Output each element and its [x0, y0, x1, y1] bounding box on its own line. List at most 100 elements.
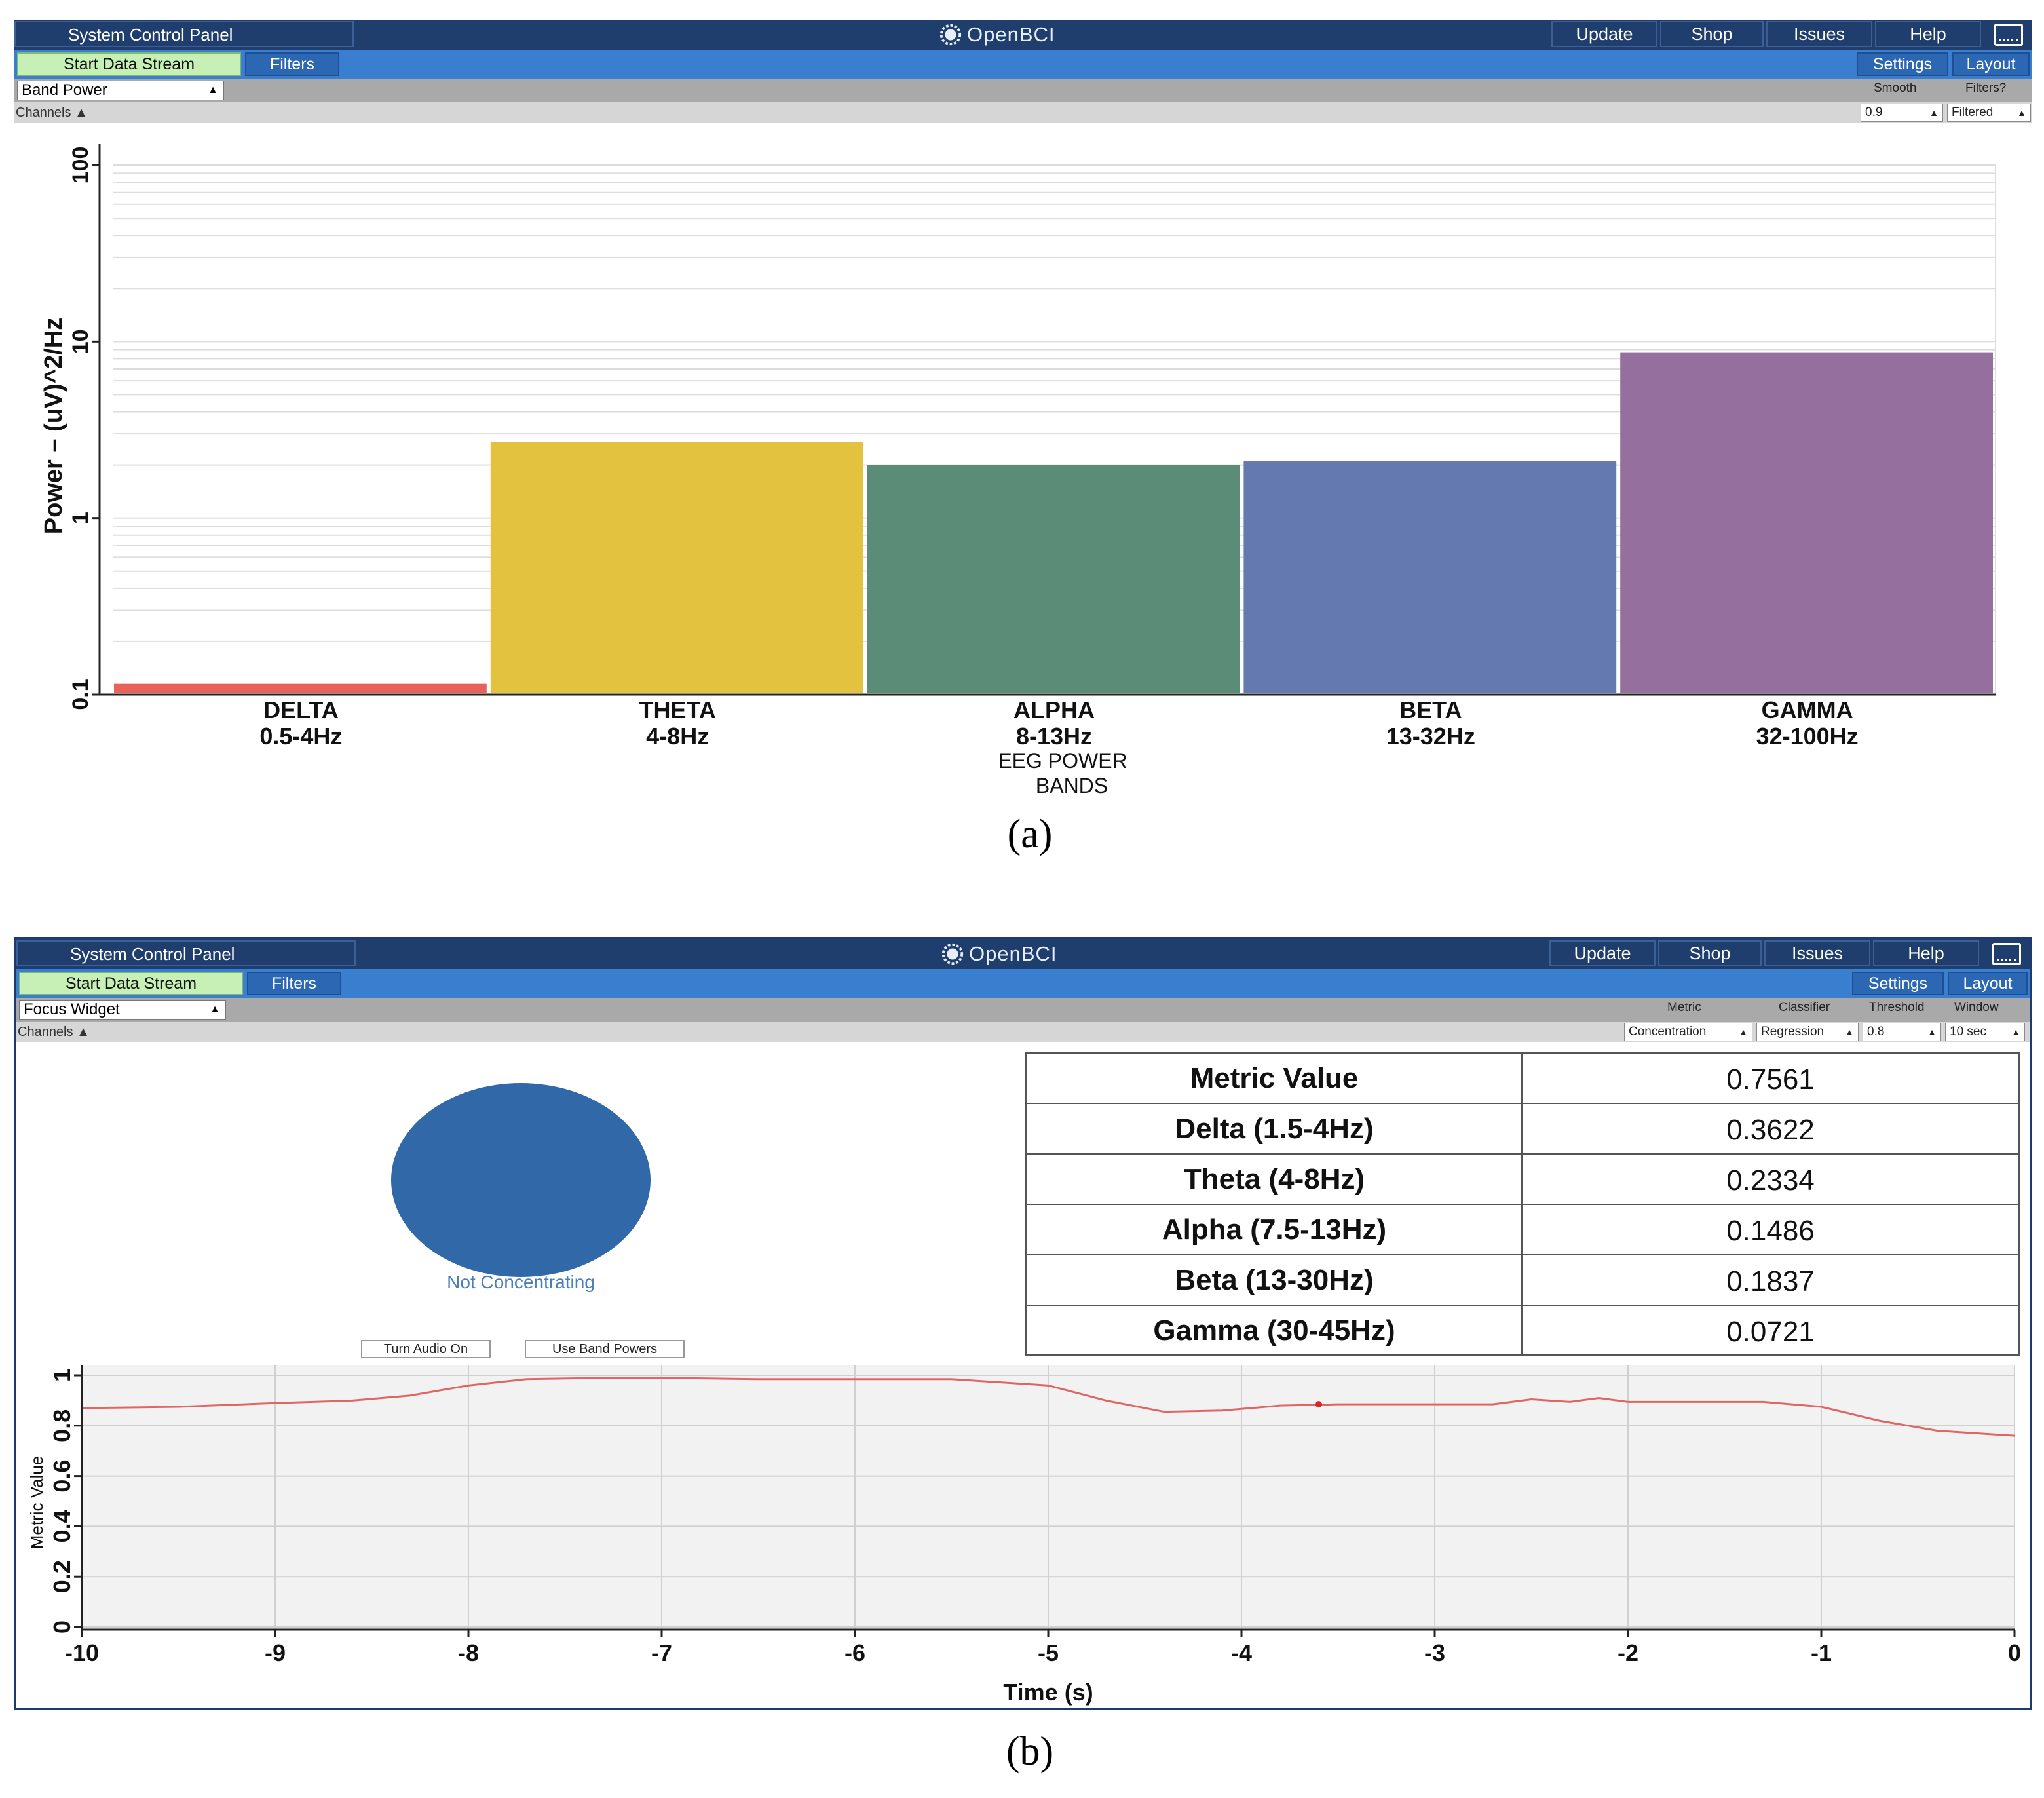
- y-tick-label: 100: [68, 147, 93, 184]
- x-tick-label-name: GAMMA: [1762, 697, 1853, 723]
- dropdown-caret-icon: ▲: [1927, 1027, 1937, 1037]
- use-band-powers-button[interactable]: Use Band Powers: [525, 1340, 685, 1358]
- widget-selector[interactable]: Band Power ▲: [17, 81, 224, 100]
- x-axis-label: Time (s): [1003, 1679, 1093, 1706]
- help-button[interactable]: Help: [1875, 21, 1981, 47]
- settings-button[interactable]: Settings: [1857, 52, 1948, 76]
- y-tick-label: 0: [48, 1620, 75, 1634]
- focus-status-text: Not Concentrating: [447, 1272, 595, 1292]
- metric-name-cell: Alpha (7.5-13Hz): [1027, 1205, 1523, 1254]
- metric-name-cell: Delta (1.5-4Hz): [1027, 1104, 1523, 1153]
- smooth-dropdown[interactable]: 0.9 ▲: [1861, 104, 1943, 122]
- metric-time-series-chart: 00.20.40.60.81 -10 -9 -8 -7 -6 -5 -4 -3 -2 -1 0 Me…: [27, 1365, 2021, 1706]
- x-tick-label: -6: [844, 1639, 865, 1666]
- dropdown-caret-icon: ▲: [2011, 1027, 2020, 1037]
- window-dropdown[interactable]: 10 sec ▲: [1945, 1023, 2025, 1041]
- widget-selector-label: Band Power: [22, 81, 107, 99]
- window-label: Window: [1954, 1001, 1999, 1014]
- x-tick-label: -3: [1424, 1639, 1445, 1666]
- filters-button[interactable]: Filters: [245, 52, 339, 76]
- dropdown-caret-icon: ▲: [210, 1004, 220, 1015]
- openbci-gear-icon: [941, 943, 964, 965]
- caret-up-icon: ▲: [77, 1025, 90, 1039]
- x-tick-label-name: THETA: [639, 697, 716, 723]
- metric-name-cell: Metric Value: [1027, 1054, 1523, 1103]
- x-tick-label: -7: [651, 1639, 672, 1666]
- metric-trace: [81, 1377, 2015, 1437]
- issues-button[interactable]: Issues: [1766, 21, 1872, 47]
- logo-text: OpenBCI: [969, 942, 1057, 965]
- bar-alpha: [867, 465, 1240, 693]
- channels-toggle[interactable]: Channels ▲: [18, 1025, 90, 1040]
- widget-header: Focus Widget ▲ Metric Classifier Thresho…: [16, 998, 2030, 1022]
- table-row: Beta (13-30Hz) 0.1837: [1027, 1255, 2018, 1306]
- metric-name-cell: Theta (4-8Hz): [1027, 1155, 1523, 1204]
- channel-bar: Channels ▲ 0.9 ▲ Filtered ▲: [14, 102, 2032, 123]
- widget-selector-label: Focus Widget: [24, 1001, 120, 1018]
- metric-label: Metric: [1667, 1001, 1701, 1014]
- issues-button[interactable]: Issues: [1764, 940, 1870, 966]
- classifier-label: Classifier: [1779, 1001, 1830, 1014]
- x-tick-label: -8: [458, 1639, 479, 1666]
- top-bar: System Control Panel OpenBCI Update Shop…: [16, 939, 2030, 969]
- filters-button[interactable]: Filters: [247, 972, 341, 995]
- metric-value-cell: 0.1486: [1726, 1215, 1815, 1247]
- widget-selector[interactable]: Focus Widget ▲: [19, 1000, 226, 1020]
- y-tick-label: 1: [48, 1369, 75, 1382]
- window-mode-icon[interactable]: [1992, 943, 2021, 965]
- threshold-dropdown[interactable]: 0.8 ▲: [1863, 1023, 1941, 1041]
- metric-value-cell: 0.2334: [1726, 1164, 1815, 1196]
- metric-dropdown[interactable]: Concentration ▲: [1624, 1023, 1752, 1041]
- shop-button[interactable]: Shop: [1658, 940, 1762, 966]
- channels-toggle[interactable]: Channels ▲: [16, 105, 88, 121]
- y-tick-labels: 0.1 1 10 100: [68, 147, 100, 710]
- bar-beta: [1243, 461, 1617, 693]
- dropdown-caret-icon: ▲: [1739, 1027, 1748, 1037]
- focus-widget-panel: System Control Panel OpenBCI Update Shop…: [14, 937, 2032, 1710]
- top-bar: System Control Panel OpenBCI Update Shop…: [14, 20, 2032, 50]
- classifier-dropdown[interactable]: Regression ▲: [1756, 1023, 1859, 1041]
- system-control-panel-button[interactable]: System Control Panel: [14, 21, 354, 47]
- filters-option-label: Filters?: [1965, 81, 2007, 95]
- x-tick-label-range: 32-100Hz: [1756, 723, 1859, 750]
- update-button[interactable]: Update: [1549, 940, 1656, 966]
- shop-button[interactable]: Shop: [1660, 21, 1764, 47]
- y-tick-label: 1: [68, 512, 93, 524]
- y-tick-labels: 0 0.2 0.4 0.6 0.8 1: [48, 1369, 82, 1634]
- table-row: Alpha (7.5-13Hz) 0.1486: [1027, 1205, 2018, 1255]
- help-button[interactable]: Help: [1873, 940, 1979, 966]
- caption-b: (b): [1006, 1729, 1054, 1774]
- metric-marker: [1315, 1401, 1322, 1408]
- chart-grid: [81, 1365, 2015, 1630]
- start-data-stream-button[interactable]: Start Data Stream: [17, 52, 241, 76]
- x-tick-label: -9: [265, 1639, 286, 1666]
- focus-circle: [391, 1083, 651, 1277]
- openbci-gear-icon: [939, 24, 962, 46]
- dropdown-caret-icon: ▲: [208, 85, 218, 96]
- bar-delta: [114, 683, 487, 693]
- filters-dropdown[interactable]: Filtered ▲: [1947, 104, 2031, 122]
- x-tick-label: -1: [1811, 1639, 1832, 1666]
- band-power-panel: System Control Panel OpenBCI Update Shop…: [14, 20, 2032, 796]
- toolbar: Start Data Stream Filters Settings Layou…: [14, 50, 2032, 79]
- turn-audio-on-button[interactable]: Turn Audio On: [361, 1340, 491, 1358]
- window-mode-icon[interactable]: [1994, 24, 2023, 46]
- settings-button[interactable]: Settings: [1852, 972, 1944, 995]
- system-control-panel-button[interactable]: System Control Panel: [16, 940, 356, 966]
- x-tick-label-name: DELTA: [263, 697, 339, 723]
- update-button[interactable]: Update: [1551, 21, 1657, 47]
- metric-value-cell: 0.7561: [1726, 1063, 1815, 1096]
- x-axis-label: EEG POWER BANDS: [998, 749, 1127, 796]
- band-metric-table: Metric Value 0.7561 Delta (1.5-4Hz) 0.3622 T…: [1025, 1052, 2020, 1356]
- y-axis-label: Metric Value: [27, 1456, 47, 1550]
- layout-button[interactable]: Layout: [1948, 972, 2028, 995]
- layout-button[interactable]: Layout: [1952, 52, 2030, 76]
- table-row: Gamma (30-45Hz) 0.0721: [1027, 1306, 2018, 1356]
- channels-label: Channels: [18, 1025, 73, 1039]
- channels-label: Channels: [16, 105, 71, 120]
- start-data-stream-button[interactable]: Start Data Stream: [19, 972, 243, 995]
- x-tick-label-range: 13-32Hz: [1386, 723, 1475, 750]
- x-axis-label-line: BANDS: [1036, 774, 1108, 796]
- bar-theta: [490, 442, 863, 693]
